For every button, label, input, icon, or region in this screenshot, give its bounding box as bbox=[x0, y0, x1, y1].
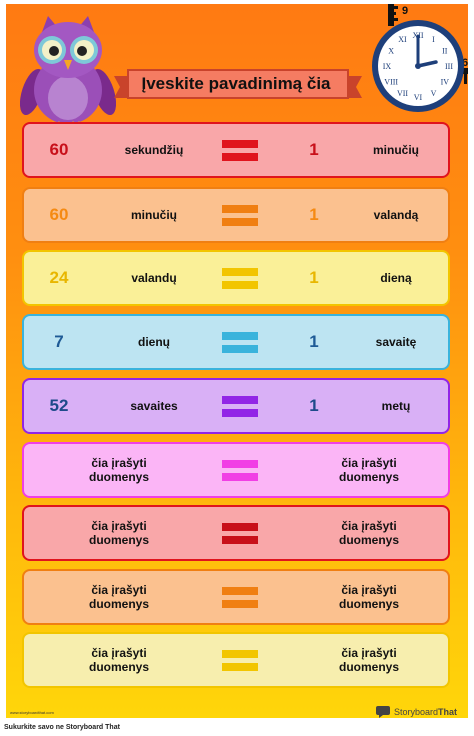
right-value[interactable]: 1 bbox=[309, 140, 319, 159]
footer-text: Sukurkite savo ne Storyboard That bbox=[4, 724, 120, 731]
conversion-row: 60 sekundžių 1 minučių bbox=[22, 122, 450, 178]
equals-sign bbox=[222, 332, 258, 354]
logo-part1: Storyboard bbox=[394, 707, 439, 717]
equals-sign bbox=[222, 460, 258, 482]
left-placeholder[interactable]: čia įrašyti duomenys bbox=[88, 519, 149, 547]
right-value[interactable]: 1 bbox=[309, 396, 319, 415]
conversion-row: 7 dienų 1 savaitę bbox=[22, 314, 450, 370]
clock-numeral: III bbox=[445, 62, 453, 71]
equals-sign bbox=[222, 587, 258, 609]
left-unit[interactable]: sekundžių bbox=[124, 143, 184, 157]
clock-numeral: V bbox=[431, 89, 437, 98]
clock-numeral: IV bbox=[441, 78, 450, 87]
left-placeholder[interactable]: čia įrašyti duomenys bbox=[88, 456, 149, 484]
clock-numeral: VI bbox=[414, 93, 423, 102]
placeholder-row: čia įrašyti duomenys čia įrašyti duomenys bbox=[22, 505, 450, 561]
clock-icon: 9 6 XIIIIIIIIIVVVIVIIVIIIIXXXI bbox=[372, 4, 468, 112]
speech-bubble-icon bbox=[376, 706, 390, 718]
clock-numeral: VIII bbox=[384, 78, 398, 87]
conversion-row: 24 valandų 1 dieną bbox=[22, 250, 450, 306]
right-unit[interactable]: savaitę bbox=[375, 335, 417, 349]
owl-icon bbox=[20, 16, 116, 128]
right-placeholder[interactable]: čia įrašyti duomenys bbox=[338, 456, 399, 484]
conversion-row: 60 minučių 1 valandą bbox=[22, 187, 450, 243]
conversion-row: 52 savaites 1 metų bbox=[22, 378, 450, 434]
placeholder-row: čia įrašyti duomenys čia įrašyti duomenys bbox=[22, 442, 450, 498]
left-placeholder[interactable]: čia įrašyti duomenys bbox=[88, 646, 149, 674]
right-value[interactable]: 1 bbox=[309, 332, 319, 351]
right-unit[interactable]: dieną bbox=[380, 271, 412, 285]
left-unit[interactable]: savaites bbox=[130, 399, 178, 413]
storyboardthat-logo: StoryboardThat bbox=[376, 705, 466, 718]
right-value[interactable]: 1 bbox=[309, 205, 319, 224]
left-value[interactable]: 60 bbox=[49, 205, 69, 224]
poster: 9 6 XIIIIIIIIIVVVIVIIVIIIIXXXI Įveskite … bbox=[6, 4, 468, 718]
equals-sign bbox=[222, 523, 258, 545]
title-banner bbox=[114, 69, 362, 99]
equals-sign bbox=[222, 140, 258, 162]
equals-sign bbox=[222, 205, 258, 227]
website-text: www.storyboardthat.com bbox=[10, 710, 54, 715]
left-unit[interactable]: valandų bbox=[131, 271, 177, 285]
logo-part2: That bbox=[438, 707, 458, 717]
clock-numeral: XI bbox=[398, 35, 407, 44]
right-placeholder[interactable]: čia įrašyti duomenys bbox=[338, 646, 399, 674]
tape-number-top: 9 bbox=[402, 5, 408, 17]
left-value[interactable]: 52 bbox=[49, 396, 69, 415]
right-unit[interactable]: minučių bbox=[372, 143, 419, 157]
page-title[interactable]: Įveskite pavadinimą čia bbox=[141, 74, 331, 93]
clock-numeral: I bbox=[432, 35, 435, 44]
equals-sign bbox=[222, 268, 258, 290]
clock-numeral: IX bbox=[383, 62, 392, 71]
left-value[interactable]: 60 bbox=[49, 140, 69, 159]
right-placeholder[interactable]: čia įrašyti duomenys bbox=[338, 583, 399, 611]
left-value[interactable]: 24 bbox=[49, 268, 69, 287]
placeholder-row: čia įrašyti duomenys čia įrašyti duomenys bbox=[22, 569, 450, 625]
tape-number-right: 6 bbox=[462, 57, 468, 69]
right-unit[interactable]: metų bbox=[381, 399, 411, 413]
equals-sign bbox=[222, 396, 258, 418]
right-placeholder[interactable]: čia įrašyti duomenys bbox=[338, 519, 399, 547]
left-unit[interactable]: minučių bbox=[130, 208, 177, 222]
left-value[interactable]: 7 bbox=[54, 332, 64, 351]
clock-numeral: II bbox=[442, 47, 448, 56]
clock-numeral: VII bbox=[397, 89, 408, 98]
left-unit[interactable]: dienų bbox=[138, 335, 170, 349]
clock-numeral: X bbox=[388, 47, 394, 56]
right-value[interactable]: 1 bbox=[309, 268, 319, 287]
right-unit[interactable]: valandą bbox=[373, 208, 419, 222]
left-placeholder[interactable]: čia įrašyti duomenys bbox=[88, 583, 149, 611]
placeholder-row: čia įrašyti duomenys čia įrašyti duomenys bbox=[22, 632, 450, 688]
equals-sign bbox=[222, 650, 258, 672]
